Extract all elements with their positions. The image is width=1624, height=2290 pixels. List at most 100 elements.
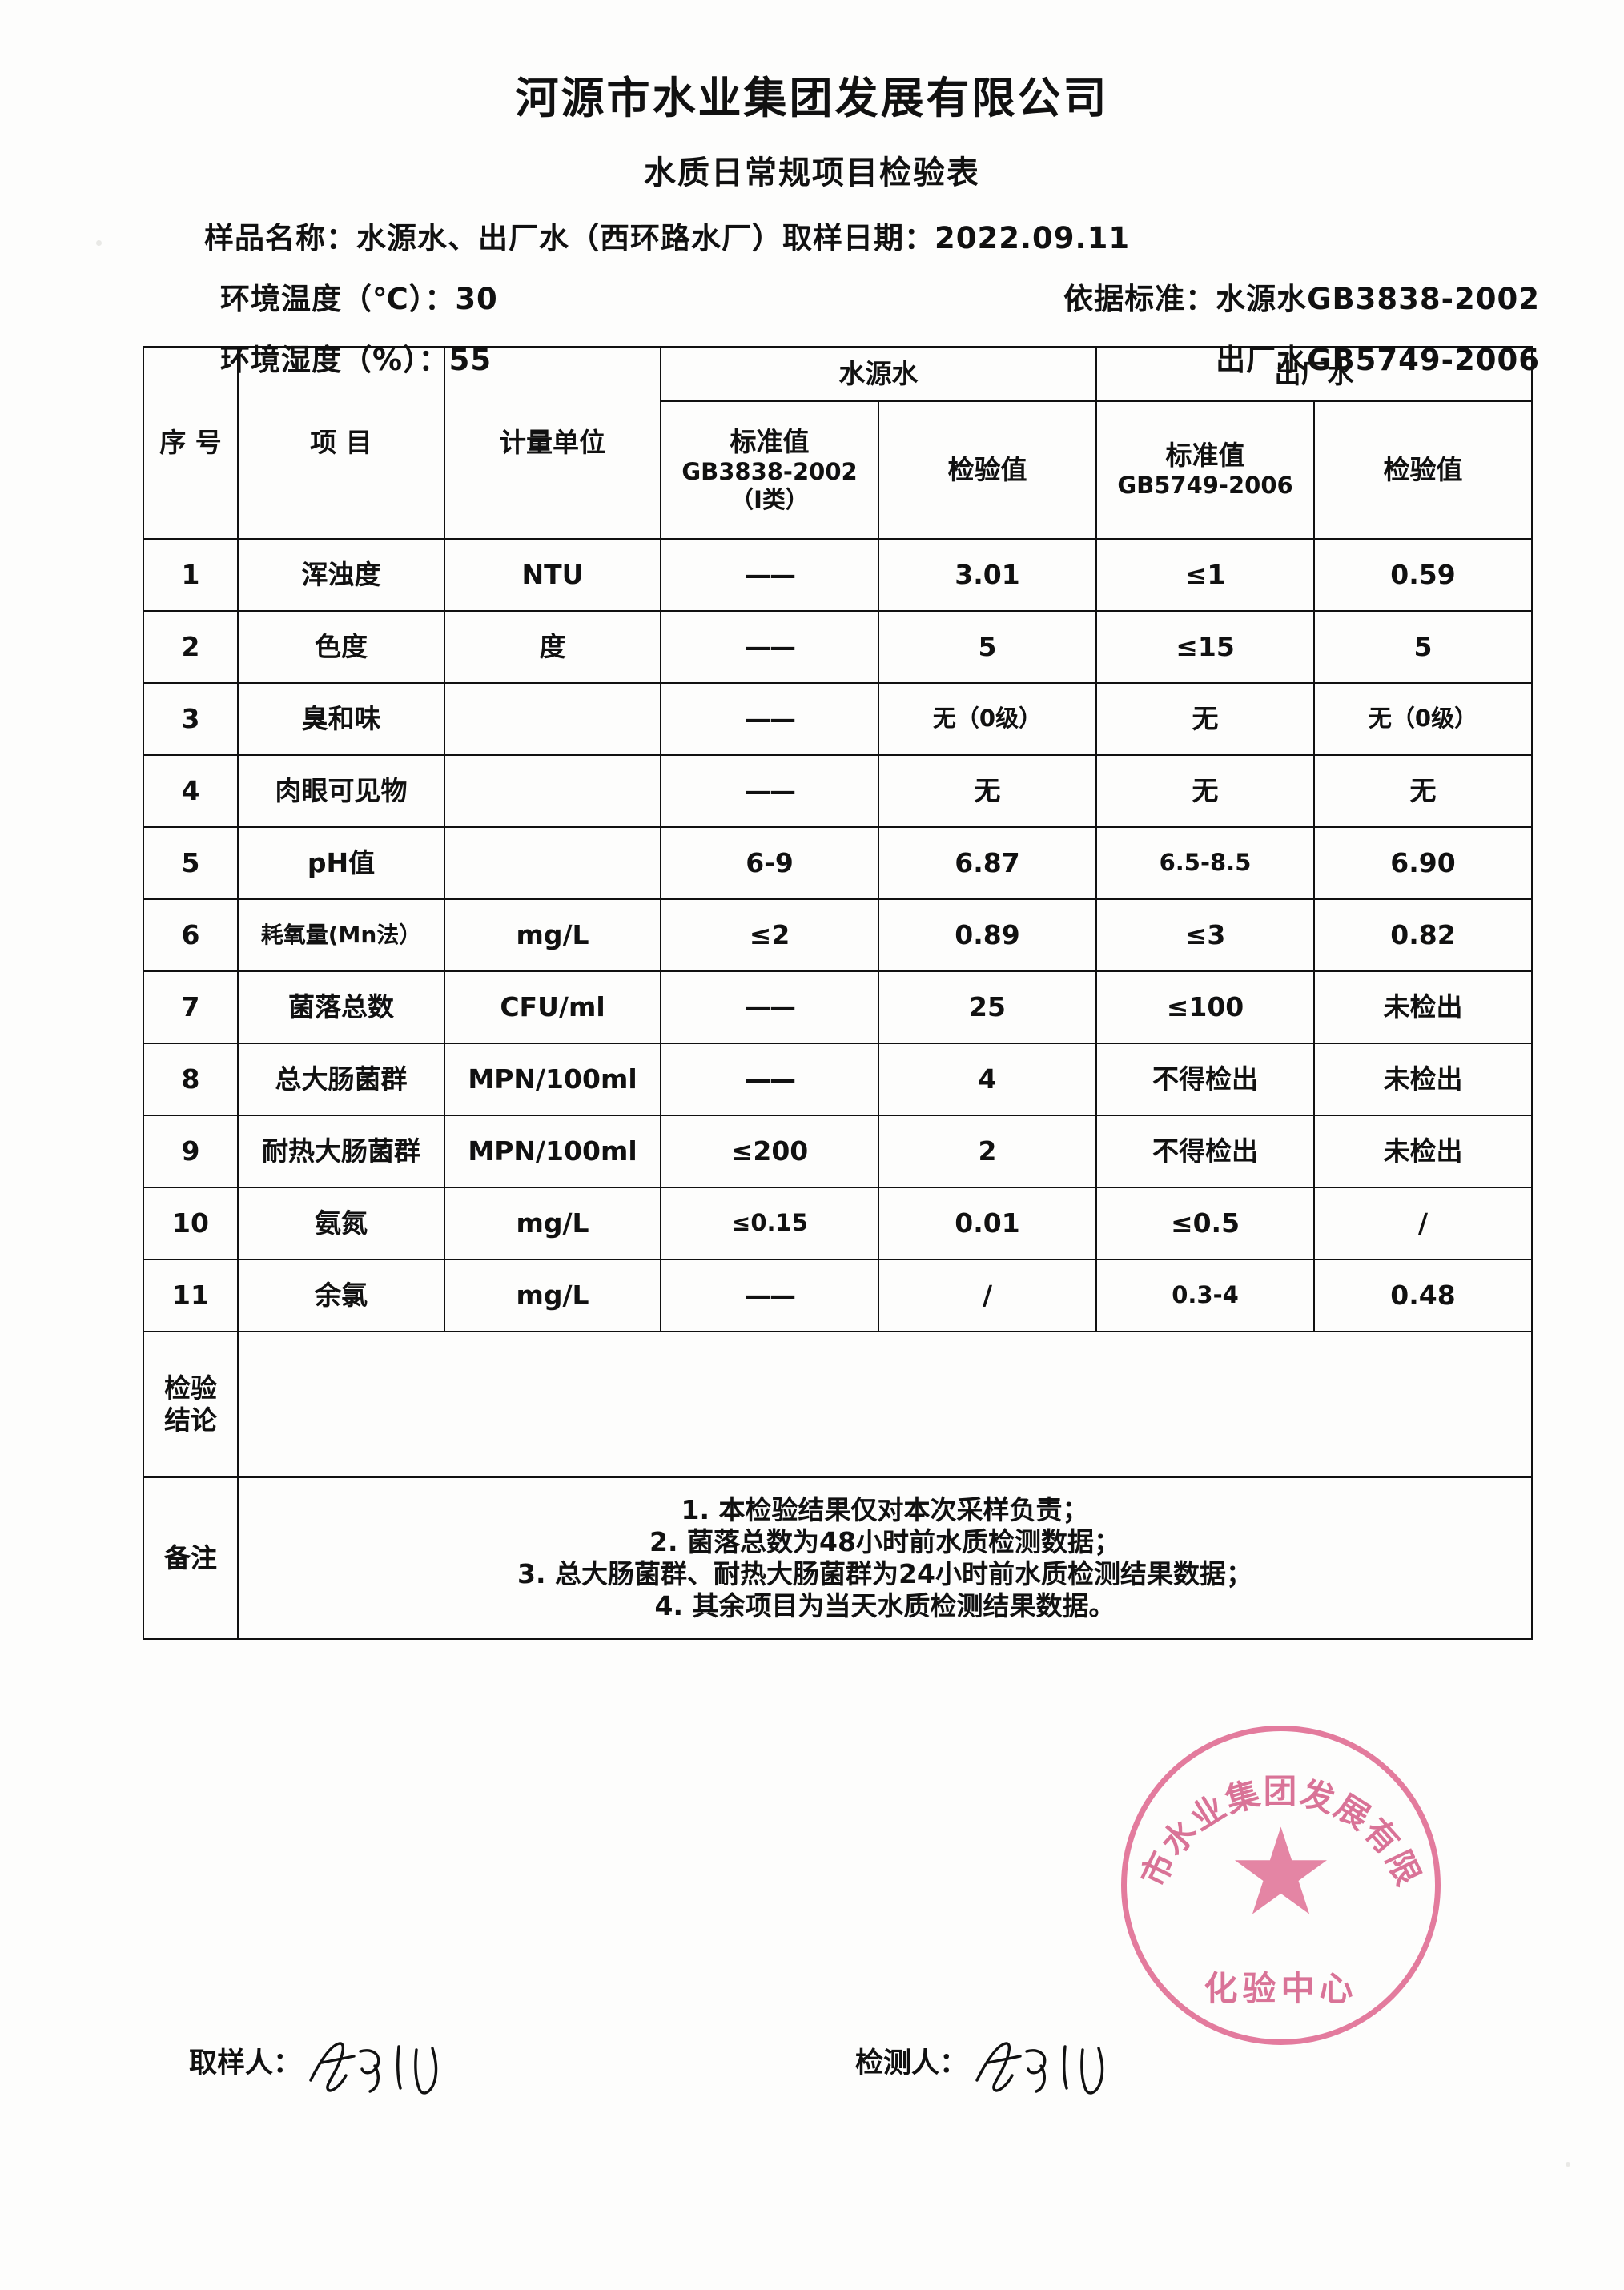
report-table-container: 序 号 项 目 计量单位 水源水 出厂水 标准值 GB3838-2002 （Ⅰ类…	[143, 346, 1533, 1640]
header-sub-row: 标准值 GB3838-2002 （Ⅰ类） 检验值 标准值 GB5749-2006…	[143, 400, 1533, 540]
th-standard-source: 标准值 GB3838-2002 （Ⅰ类）	[660, 400, 879, 540]
cell-testvalue-output: 未检出	[1313, 1043, 1533, 1116]
th-unit: 计量单位	[444, 346, 661, 540]
remark-line: 2. 菌落总数为48小时前水质检测数据；	[649, 1525, 1120, 1557]
temperature-label: 环境温度（℃）：	[220, 282, 456, 316]
form-title: 水质日常规项目检验表	[644, 155, 980, 191]
cell-standard-output: 不得检出	[1095, 1115, 1315, 1188]
cell-item: 氨氮	[237, 1187, 445, 1260]
cell-no: 8	[143, 1043, 239, 1116]
cell-testvalue-output: 0.82	[1313, 898, 1533, 972]
em-dash: ——	[745, 990, 796, 1022]
cell-standard-source: 6-9	[660, 826, 879, 900]
sampler-signature-block: 取样人：	[189, 2034, 472, 2096]
th-standard-output: 标准值 GB5749-2006	[1095, 400, 1315, 540]
scan-speck	[1566, 2162, 1570, 2167]
table-row: 11 余氯 mg/L —— /0.3-4 0.48	[143, 1259, 1533, 1332]
cell-standard-source: ——	[660, 1043, 879, 1116]
th-group-source: 水源水	[660, 346, 1097, 402]
table-row: 8 总大肠菌群 MPN/100ml —— 4 不得检出 未检出	[143, 1043, 1533, 1116]
cell-testvalue-source: 5	[878, 610, 1097, 684]
cell-item: 耗氧量(Mn法）	[237, 898, 445, 972]
cell-item: 菌落总数	[237, 970, 445, 1044]
table-row: 9 耐热大肠菌群 MPN/100ml ≤200 2 不得检出 未检出	[143, 1115, 1533, 1188]
seal-arc-text-wrap: 河源市水业集团发展有限公司	[1109, 1700, 1435, 2039]
cell-unit: MPN/100ml	[444, 1115, 661, 1188]
cell-item: 余氯	[237, 1259, 445, 1332]
cell-no: 4	[143, 754, 239, 828]
th-group-output: 出厂水	[1095, 346, 1533, 402]
cell-item: 色度	[237, 610, 445, 684]
em-dash: ——	[745, 1279, 796, 1311]
cell-unit: 度	[444, 610, 661, 684]
temperature-value: 30	[455, 282, 498, 316]
conclusion-label-line1: 检验	[164, 1372, 217, 1404]
cell-testvalue-output: 未检出	[1313, 970, 1533, 1044]
scan-speck	[96, 240, 102, 246]
temperature-row: 环境温度（℃）：30 依据标准：水源水GB3838-2002	[204, 275, 1576, 318]
cell-testvalue-output: 无（0级）	[1313, 682, 1533, 756]
em-dash: ——	[745, 774, 796, 806]
th-item: 项 目	[237, 346, 445, 540]
cell-testvalue-output: 0.59	[1313, 538, 1533, 612]
cell-unit: NTU	[444, 538, 661, 612]
cell-standard-source: ≤0.15	[660, 1187, 879, 1260]
cell-testvalue-source: 25	[878, 970, 1097, 1044]
cell-standard-output: 无	[1095, 682, 1315, 756]
conclusion-row: 检验 结论	[143, 1331, 1533, 1478]
sample-date-value: 2022.09.11	[935, 221, 1131, 255]
header-group-row: 序 号 项 目 计量单位 水源水 出厂水	[143, 346, 1533, 540]
cell-testvalue-output: 6.90	[1313, 826, 1533, 900]
table-row: 5 pH值 6-9 6.87 6.5-8.5 6.90	[143, 826, 1533, 900]
cell-testvalue-output: 未检出	[1313, 1115, 1533, 1188]
sample-name-field: 样品名称：水源水、出厂水（西环路水厂）取样日期：2022.09.11	[204, 214, 1130, 257]
cell-standard-output: ≤15	[1095, 610, 1315, 684]
cell-standard-source: ——	[660, 970, 879, 1044]
cell-unit: CFU/ml	[444, 970, 661, 1044]
cell-standard-output: ≤0.5	[1095, 1187, 1315, 1260]
remark-line: 4. 其余项目为当天水质检测结果数据。	[654, 1590, 1115, 1622]
cell-testvalue-source: 3.01	[878, 538, 1097, 612]
cell-testvalue-source: 0.89	[878, 898, 1097, 972]
cell-no: 3	[143, 682, 239, 756]
th-standard-source-l1: 标准值	[730, 425, 810, 457]
cell-unit	[444, 826, 661, 900]
cell-no: 5	[143, 826, 239, 900]
cell-testvalue-source: 2	[878, 1115, 1097, 1188]
remark-line: 3. 总大肠菌群、耐热大肠菌群为24小时前水质检测结果数据；	[517, 1558, 1252, 1589]
cell-testvalue-source: 0.01	[878, 1187, 1097, 1260]
conclusion-label-line2: 结论	[164, 1404, 217, 1436]
cell-standard-source: ——	[660, 682, 879, 756]
company-title: 河源市水业集团发展有限公司	[515, 73, 1109, 123]
em-dash: ——	[745, 1063, 796, 1095]
standard-source-value: 水源水GB3838-2002	[1216, 282, 1540, 316]
sampler-signature-ink	[304, 2034, 472, 2096]
cell-testvalue-output: /	[1313, 1187, 1533, 1260]
th-testvalue-source: 检验值	[878, 400, 1097, 540]
table-row: 6 耗氧量(Mn法） mg/L ≤2 0.89 ≤3 0.82	[143, 898, 1533, 972]
cell-no: 7	[143, 970, 239, 1044]
cell-standard-output: 0.3-4	[1095, 1259, 1315, 1332]
th-standard-output-l1: 标准值	[1165, 440, 1245, 472]
cell-unit: mg/L	[444, 1187, 661, 1260]
tester-signature-ink	[971, 2034, 1139, 2096]
cell-testvalue-source: /	[878, 1259, 1097, 1332]
cell-unit: MPN/100ml	[444, 1043, 661, 1116]
cell-testvalue-output: 0.48	[1313, 1259, 1533, 1332]
cell-standard-source: ——	[660, 754, 879, 828]
cell-standard-source: ——	[660, 1259, 879, 1332]
seal-arc-text: 河源市水业集团发展有限公司	[1127, 1731, 1429, 1893]
cell-unit	[444, 682, 661, 756]
table-row: 10 氨氮 mg/L ≤0.15 0.01 ≤0.5/	[143, 1187, 1533, 1260]
water-quality-table: 序 号 项 目 计量单位 水源水 出厂水 标准值 GB3838-2002 （Ⅰ类…	[143, 346, 1533, 1640]
cell-standard-output: 不得检出	[1095, 1043, 1315, 1116]
cell-item: 总大肠菌群	[237, 1043, 445, 1116]
cell-standard-output: 6.5-8.5	[1095, 826, 1315, 900]
seal-bottom-text: 化验中心	[1204, 1969, 1358, 2008]
cell-no: 1	[143, 538, 239, 612]
official-seal-stamp: 河源市水业集团发展有限公司 ★ 化验中心	[1109, 1700, 1441, 2045]
cell-item: 肉眼可见物	[237, 754, 445, 828]
remark-label: 备注	[143, 1476, 239, 1640]
th-no: 序 号	[143, 346, 239, 540]
